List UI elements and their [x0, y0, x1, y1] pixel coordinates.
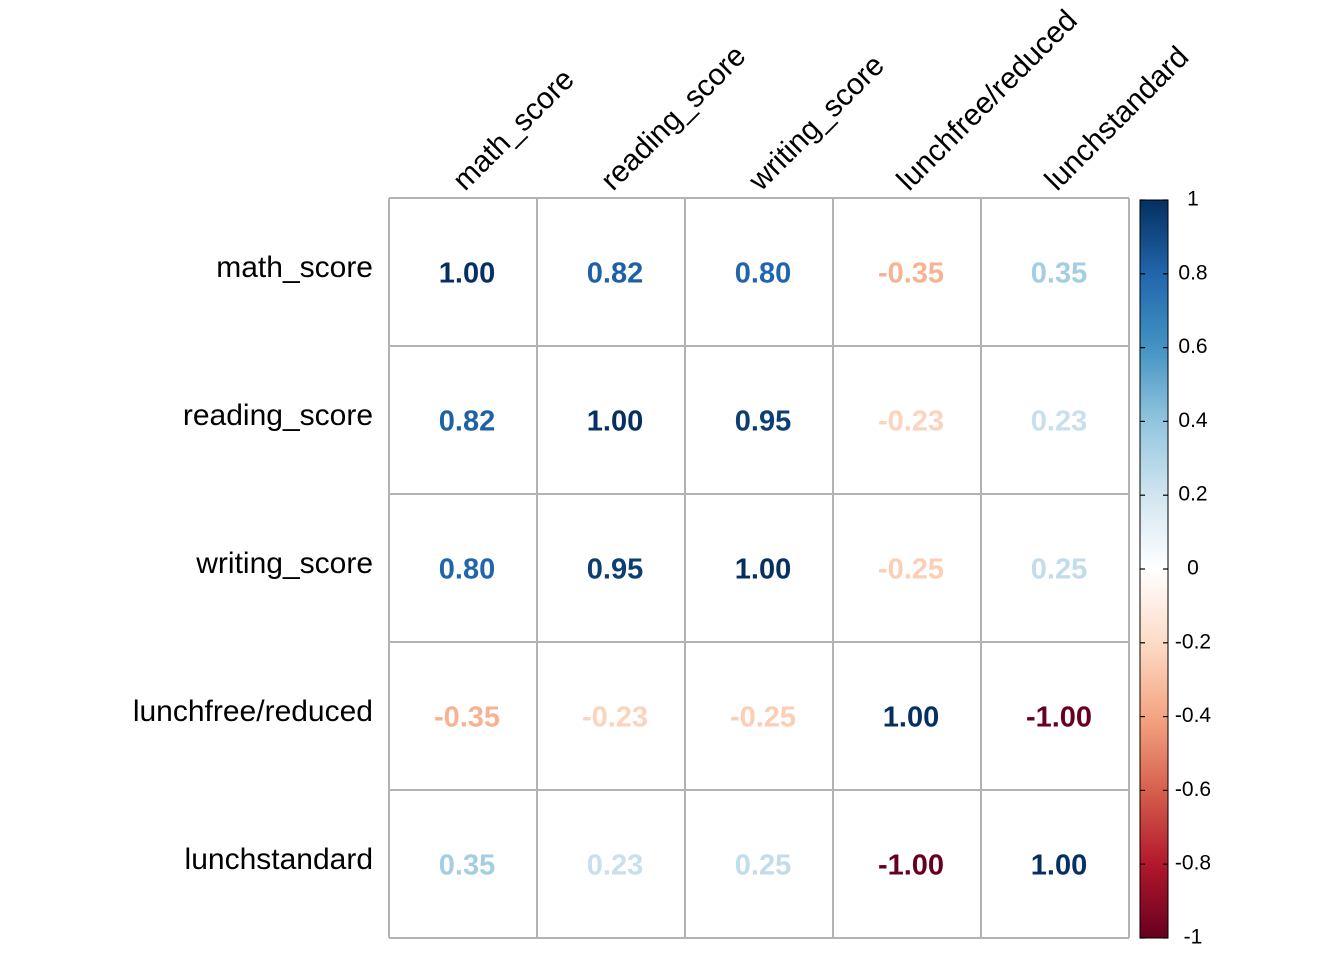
row-label: writing_score — [195, 547, 373, 580]
cell-value: 0.82 — [439, 406, 495, 438]
cell-value: -0.25 — [878, 554, 944, 586]
row-label: reading_score — [183, 399, 373, 432]
colorbar-tick-label: 0 — [1187, 557, 1199, 580]
cell-value: 1.00 — [587, 406, 643, 438]
column-label: reading_score — [595, 39, 753, 197]
cell-value: 1.00 — [735, 554, 791, 586]
column-label: lunchstandard — [1039, 40, 1196, 197]
matrix-cells: 1.00 0.82 0.80 -0.35 0.35 0.82 1.00 0.95 -0.23 0.… — [434, 258, 1092, 882]
colorbar-tick-label: -0.8 — [1175, 852, 1211, 875]
cell-value: 0.95 — [735, 406, 791, 438]
cell-value: 0.23 — [587, 850, 643, 882]
grid — [388, 197, 1130, 939]
colorbar-tick-label: 0.4 — [1178, 409, 1208, 432]
row-labels: math_score reading_score writing_scorelunc… — [133, 251, 373, 876]
cell-value: 0.35 — [1031, 258, 1087, 290]
cell-value: 0.25 — [735, 850, 791, 882]
cell-value: -1.00 — [1026, 702, 1092, 734]
colorbar-tick-label: 0.2 — [1178, 483, 1207, 506]
cell-value: -0.35 — [878, 258, 944, 290]
cell-value: 0.23 — [1031, 406, 1087, 438]
cell-value: 1.00 — [439, 258, 495, 290]
row-label: math_score — [216, 251, 373, 284]
colorbar-tick-label: -0.6 — [1175, 778, 1211, 801]
cell-value: 0.82 — [587, 258, 643, 290]
cell-value: 1.00 — [1031, 850, 1087, 882]
row-label: lunchstandard — [185, 843, 373, 876]
cell-value: 0.80 — [735, 258, 791, 290]
row-label: lunchfree/reduced — [133, 695, 373, 728]
cell-value: 1.00 — [883, 702, 939, 734]
cell-value: 0.25 — [1031, 554, 1087, 586]
column-label: math_score — [447, 63, 581, 197]
cell-value: -0.23 — [878, 406, 944, 438]
cell-value: 0.80 — [439, 554, 495, 586]
cell-value: -0.35 — [434, 702, 500, 734]
colorbar-tick-label: 0.8 — [1178, 261, 1207, 284]
colorbar-tick-label: 0.6 — [1178, 335, 1207, 358]
cell-value: -0.25 — [730, 702, 796, 734]
colorbar-tick-label: 1 — [1187, 188, 1199, 211]
cell-value: 0.35 — [439, 850, 495, 882]
colorbar-tick-label: -0.2 — [1175, 630, 1211, 653]
colorbar: 1 0.8 0.6 0.4 0.2 0 -0.2 -0.4 -0.6 -0.8 -1 — [1139, 188, 1212, 949]
cell-value: 0.95 — [587, 554, 643, 586]
cell-value: -1.00 — [878, 850, 944, 882]
column-label: writing_score — [742, 49, 891, 198]
cell-value: -0.23 — [582, 702, 648, 734]
colorbar-tick-label: -0.4 — [1175, 704, 1212, 727]
colorbar-tick-label: -1 — [1184, 926, 1203, 949]
